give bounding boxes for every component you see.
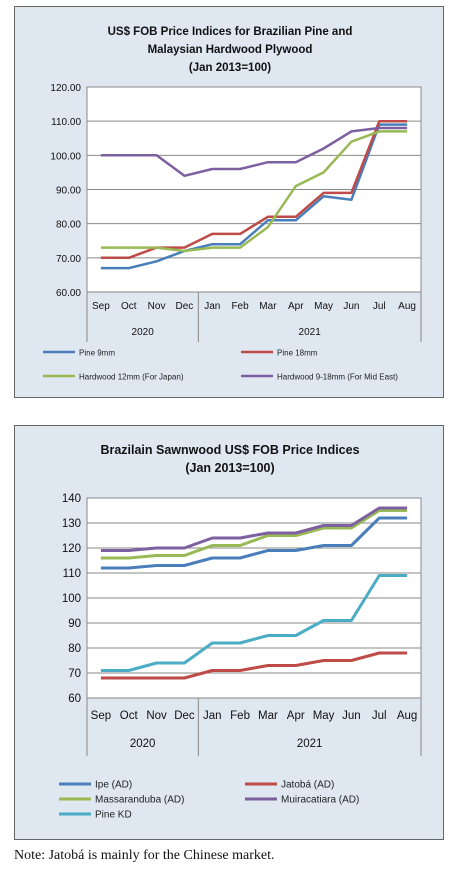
legend-label: Pine KD [95,810,132,821]
x-tick-label: Dec [174,710,195,722]
y-tick-label: 80 [68,643,81,655]
x-tick-label: Jul [372,710,387,722]
x-tick-label: Jan [203,710,222,722]
y-tick-label: 130 [62,518,81,530]
series-line [100,651,408,680]
x-tick-label: Sep [92,301,110,312]
series-line [100,509,408,560]
chart-title: US$ FOB Price Indices for Brazilian Pine… [108,26,353,38]
series-line [100,130,408,253]
x-tick-label: Jul [373,301,386,312]
series-line [100,123,408,270]
legend-label: Jatobá (AD) [281,780,334,791]
legend-label: Hardwood 9-18mm (For Mid East) [277,373,398,382]
x-tick-label: Oct [121,301,137,312]
y-tick-label: 60.00 [56,288,81,299]
x-tick-label: Aug [398,301,416,312]
legend-label: Ipe (AD) [95,780,132,791]
y-tick-label: 120 [62,543,81,555]
plywood-chart-panel: US$ FOB Price Indices for Brazilian Pine… [14,6,444,398]
x-tick-label: Jun [342,710,361,722]
y-tick-label: 70 [68,668,81,680]
plywood-chart: US$ FOB Price Indices for Brazilian Pine… [43,26,422,382]
y-tick-label: 90 [68,618,81,630]
x-tick-label: Nov [148,301,166,312]
y-tick-label: 110.00 [51,117,81,128]
x-tick-label: Apr [287,710,305,722]
series-line [100,516,408,570]
legend-label: Hardwood 12mm (For Japan) [79,373,184,382]
x-tick-label: Sep [91,710,111,722]
y-tick-label: 110 [63,568,81,580]
year-label: 2021 [299,327,322,338]
y-tick-label: 120.00 [50,83,81,94]
x-tick-label: Jan [204,301,220,312]
legend-label: Pine 18mm [277,349,318,358]
year-label: 2020 [132,327,155,338]
x-tick-label: Jun [343,301,359,312]
x-tick-label: Oct [120,710,139,722]
series-line [100,574,408,672]
y-tick-label: 140 [62,493,81,505]
chart-title: Malaysian Hardwood Plywood [148,44,313,56]
x-tick-label: May [313,710,335,722]
footnote: Note: Jatobá is mainly for the Chinese m… [14,848,275,863]
sawnwood-chart: Brazilain Sawnwood US$ FOB Price Indices… [59,443,422,821]
x-tick-label: Aug [397,710,417,722]
y-tick-label: 70.00 [56,254,81,265]
series-line [100,126,408,178]
legend-label: Massaranduba (AD) [95,795,184,806]
x-tick-label: Mar [258,710,278,722]
y-tick-label: 90.00 [56,186,81,197]
y-tick-label: 80.00 [56,220,81,231]
x-tick-label: Feb [230,710,250,722]
chart-title: (Jan 2013=100) [185,461,274,475]
x-tick-label: Apr [288,301,304,312]
y-tick-label: 100 [62,593,81,605]
x-tick-label: Feb [231,301,249,312]
y-tick-label: 60 [68,693,81,705]
year-label: 2020 [130,738,156,750]
series-line [100,119,408,260]
y-tick-label: 100.00 [50,151,81,162]
x-tick-label: Dec [176,301,194,312]
sawnwood-chart-panel: Brazilain Sawnwood US$ FOB Price Indices… [14,425,444,840]
x-tick-label: Mar [259,301,277,312]
x-tick-label: Nov [146,710,167,722]
legend-label: Pine 9mm [79,349,115,358]
legend-label: Muiracatiara (AD) [281,795,359,806]
series-line [100,506,408,552]
chart-title: Brazilain Sawnwood US$ FOB Price Indices [100,443,359,457]
x-tick-label: May [314,301,333,312]
chart-title: (Jan 2013=100) [189,62,271,74]
year-label: 2021 [297,738,323,750]
